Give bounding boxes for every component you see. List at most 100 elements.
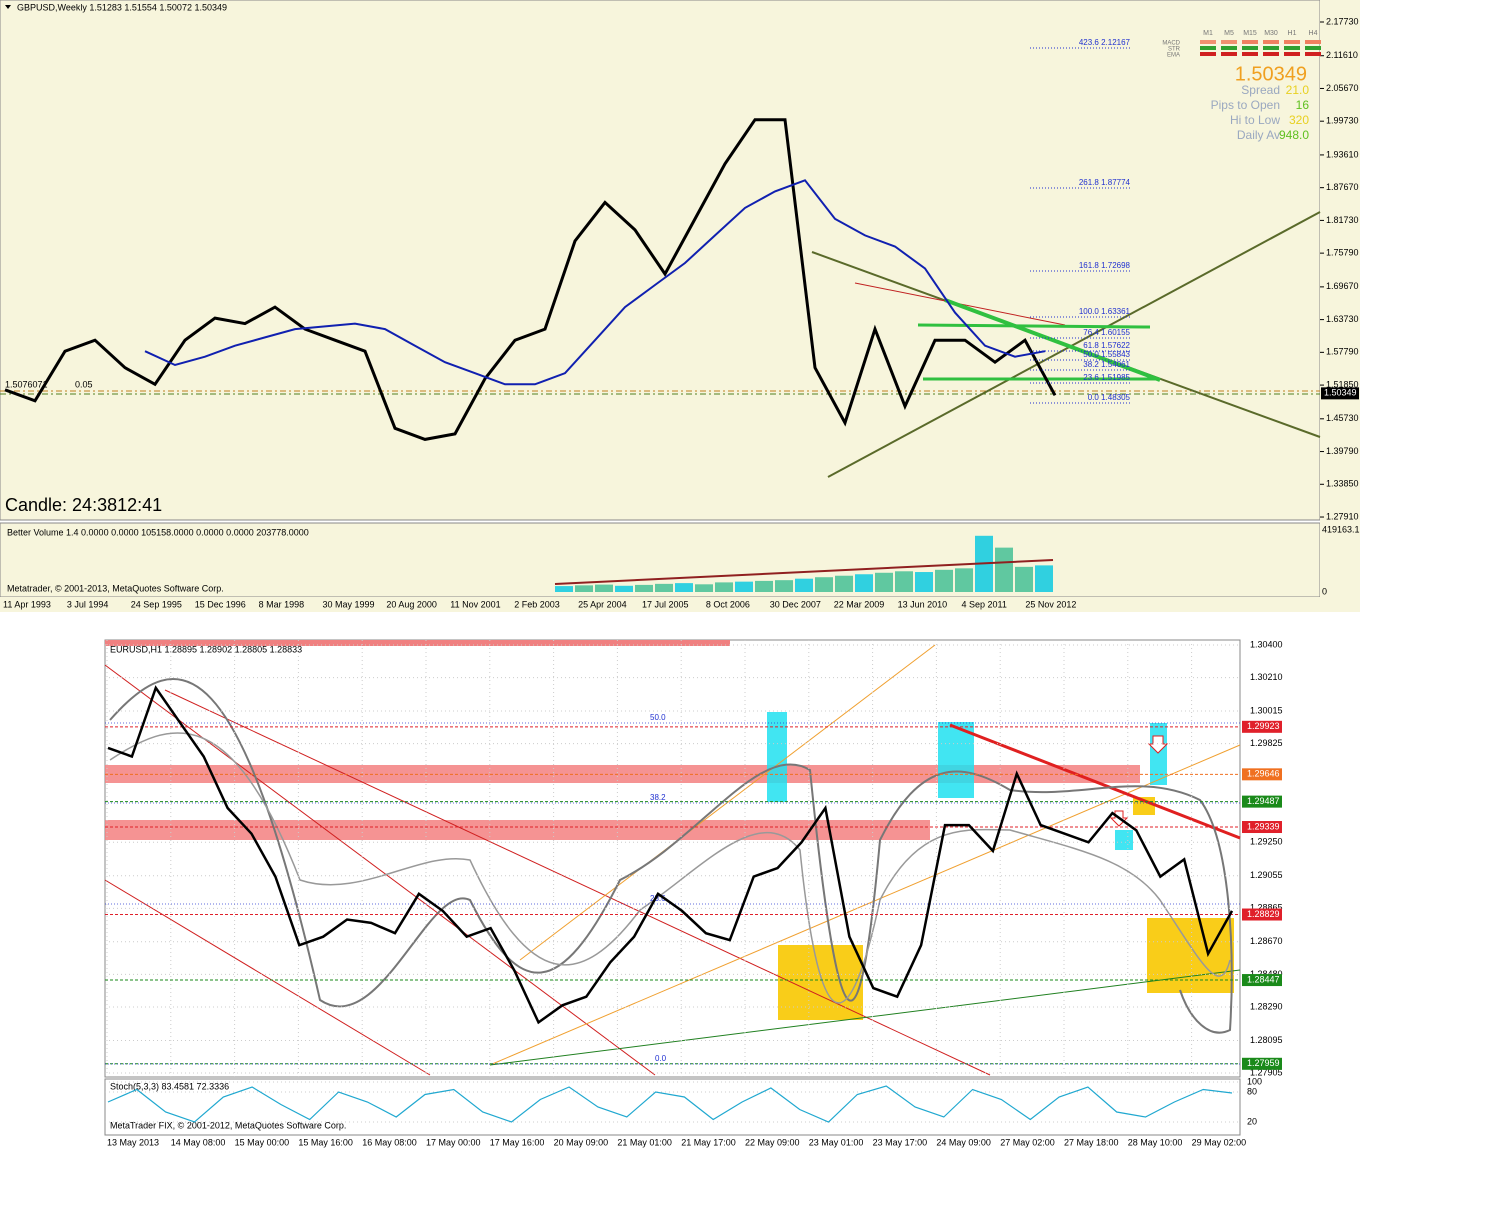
signal-cell xyxy=(1200,52,1216,56)
fib-label: 100.0 1.63361 xyxy=(1079,307,1131,316)
price-tag-label: 1.28447 xyxy=(1247,974,1280,984)
x-tick-label: 21 May 01:00 xyxy=(617,1137,672,1147)
x-tick-label: 28 May 10:00 xyxy=(1128,1137,1183,1147)
x-tick-label: 13 May 2013 xyxy=(107,1137,159,1147)
info-price: 1.50349 xyxy=(1235,63,1307,85)
y-tick-label: 1.93610 xyxy=(1326,149,1359,159)
y-tick-label: 2.05670 xyxy=(1326,83,1359,93)
gbp-price-panel xyxy=(0,0,1321,521)
y-tick-label: 1.27910 xyxy=(1326,511,1359,521)
fib-label: 23.6 xyxy=(650,894,666,903)
stoch-line xyxy=(107,1085,1233,1123)
eur-price-panel xyxy=(104,639,1241,1078)
signal-cell xyxy=(1284,52,1300,56)
signal-cell xyxy=(1200,46,1216,50)
x-tick-label: 8 Oct 2006 xyxy=(706,599,750,609)
timeframe-label: M15 xyxy=(1243,30,1257,37)
x-tick-label: 23 May 17:00 xyxy=(873,1137,928,1147)
volume-bar xyxy=(835,575,853,592)
stoch-tick-label: 100 xyxy=(1247,1076,1262,1086)
fib-label: 23.6 1.51985 xyxy=(1083,373,1130,382)
x-tick-label: 17 Jul 2005 xyxy=(642,599,689,609)
fib-label: 61.8 1.57622 xyxy=(1083,341,1130,350)
fib-label: 50.0 xyxy=(650,713,666,722)
signal-cell xyxy=(1200,40,1216,44)
x-tick-label: 30 Dec 2007 xyxy=(770,599,821,609)
trendline xyxy=(104,664,656,1076)
volume-bar xyxy=(795,578,813,592)
gbp-axis-panel xyxy=(1320,0,1360,612)
x-tick-label: 25 Nov 2012 xyxy=(1025,599,1076,609)
x-tick-label: 15 May 00:00 xyxy=(235,1137,290,1147)
trendline xyxy=(489,969,1241,1066)
x-tick-label: 27 May 18:00 xyxy=(1064,1137,1119,1147)
trendline xyxy=(104,879,431,1076)
y-tick-label: 2.17730 xyxy=(1326,16,1359,26)
fib-label: 423.6 2.12167 xyxy=(1079,38,1131,47)
y-tick-label: 1.29825 xyxy=(1250,738,1283,748)
info-label: Pips to Open xyxy=(1211,98,1280,112)
y-tick-label: 1.81730 xyxy=(1326,215,1359,225)
fib-label: 0.0 1.48305 xyxy=(1088,393,1131,402)
info-value: 320 xyxy=(1289,113,1309,127)
fib-label: 38.2 1.54061 xyxy=(1083,360,1130,369)
volume-bar xyxy=(575,585,593,592)
zone xyxy=(767,712,787,802)
volume-bar xyxy=(595,584,613,592)
signal-cell xyxy=(1242,46,1258,50)
timeframe-label: M30 xyxy=(1264,30,1278,37)
volume-bar xyxy=(875,572,893,592)
y-tick-label: 1.27905 xyxy=(1250,1067,1283,1077)
info-label: Hi to Low xyxy=(1230,113,1280,127)
x-tick-label: 23 May 01:00 xyxy=(809,1137,864,1147)
fib-label: 0.0 xyxy=(655,1054,667,1063)
eur-stoch-panel xyxy=(104,1078,1241,1136)
signal-cell xyxy=(1284,40,1300,44)
arrow xyxy=(1147,735,1169,754)
menu-arrow[interactable] xyxy=(5,5,11,9)
price-tag xyxy=(1242,1057,1282,1070)
x-tick-label: 24 May 09:00 xyxy=(936,1137,991,1147)
y-tick-label: 1.75790 xyxy=(1326,248,1359,258)
x-tick-label: 3 Jul 1994 xyxy=(67,599,109,609)
timeframe-label: H4 xyxy=(1309,30,1318,37)
signal-cell xyxy=(1305,46,1321,50)
y-tick-label: 1.28095 xyxy=(1250,1035,1283,1045)
zone xyxy=(105,640,730,646)
indicator-label: STR xyxy=(1168,47,1181,53)
volume-bar xyxy=(995,547,1013,592)
y-tick-label: 1.69670 xyxy=(1326,281,1359,291)
x-tick-label: 21 May 17:00 xyxy=(681,1137,736,1147)
signal-cell xyxy=(1263,46,1279,50)
y-tick-label: 1.30400 xyxy=(1250,639,1283,649)
y-tick-label: 2.11610 xyxy=(1326,50,1358,60)
signal-cell xyxy=(1242,40,1258,44)
volume-average xyxy=(554,559,1054,585)
volume-title: Better Volume 1.4 0.0000 0.0000 105158.0… xyxy=(7,527,309,537)
volume-tick-label: 0 xyxy=(1322,586,1327,596)
signal-cell xyxy=(1242,52,1258,56)
indicator-label: MACD xyxy=(1162,41,1180,47)
fib-label: 50.0 1.55843 xyxy=(1083,350,1130,359)
volume-bar xyxy=(735,581,753,592)
x-tick-label: 14 May 08:00 xyxy=(171,1137,226,1147)
volume-bar xyxy=(755,580,773,592)
copyright: MetaTrader FIX, © 2001-2012, MetaQuotes … xyxy=(110,1120,346,1130)
x-tick-label: 29 May 02:00 xyxy=(1192,1137,1247,1147)
x-tick-label: 27 May 02:00 xyxy=(1000,1137,1055,1147)
stoch-title: Stoch(5,3,3) 83.4581 72.3336 xyxy=(110,1081,229,1091)
stoch-tick-label: 20 xyxy=(1247,1116,1257,1126)
price-tag xyxy=(1242,768,1282,781)
trendline xyxy=(917,323,1151,329)
y-tick-label: 1.30210 xyxy=(1250,672,1283,682)
trendline xyxy=(519,644,936,961)
moving-average xyxy=(144,179,1046,386)
volume-bar xyxy=(1035,565,1053,592)
volume-tick-label: 419163.1 xyxy=(1322,524,1360,534)
price-tag-label: 1.28829 xyxy=(1247,909,1280,919)
x-tick-label: 30 May 1999 xyxy=(323,599,375,609)
price-tag xyxy=(1242,821,1282,834)
info-value: 16 xyxy=(1296,98,1310,112)
left-label: 1.5076071 xyxy=(5,379,48,389)
volume-bar xyxy=(695,584,713,592)
